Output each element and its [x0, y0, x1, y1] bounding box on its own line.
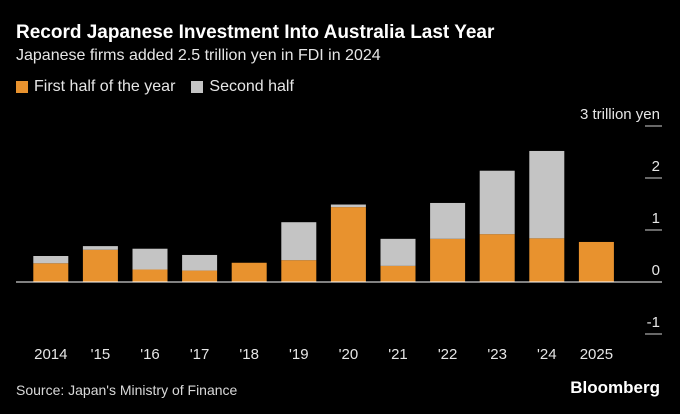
x-tick-label: '22 [438, 346, 458, 363]
x-tick-label: '15 [91, 346, 111, 363]
bar-second-half [82, 246, 118, 250]
bar-first-half [578, 241, 614, 282]
x-tick-label: '24 [537, 346, 557, 363]
chart-title: Record Japanese Investment Into Australi… [16, 22, 495, 43]
chart-subtitle: Japanese firms added 2.5 trillion yen in… [16, 47, 381, 64]
x-tick-label: '19 [289, 346, 309, 363]
bar-first-half [182, 270, 218, 282]
bloomberg-logo: Bloomberg [570, 378, 660, 397]
y-tick-label: 2 [652, 158, 660, 175]
y-tick-label: 3 trillion yen [580, 106, 660, 123]
legend-item-first-half: First half of the year [16, 78, 175, 96]
legend-item-second-half: Second half [191, 78, 294, 96]
legend-swatch-first-half [16, 81, 28, 93]
x-tick-label: '21 [388, 346, 408, 363]
y-tick-label: 0 [652, 262, 660, 279]
x-tick-label: 2014 [34, 346, 67, 363]
x-tick-label: '18 [239, 346, 259, 363]
legend-swatch-second-half [191, 81, 204, 93]
legend-label-first-half: First half of the year [34, 78, 176, 95]
bar-first-half [33, 263, 69, 282]
legend: First half of the year Second half [16, 78, 310, 96]
bar-second-half [33, 256, 69, 264]
x-tick-label: '17 [190, 346, 210, 363]
bar-second-half [330, 204, 366, 208]
bar-first-half [380, 265, 416, 282]
x-tick-label: '16 [140, 346, 160, 363]
bar-first-half [231, 262, 267, 282]
bar-second-half [529, 150, 565, 239]
bar-second-half [132, 248, 168, 270]
source-note: Source: Japan's Ministry of Finance [16, 382, 238, 398]
bar-second-half [380, 238, 416, 266]
bar-second-half [430, 202, 466, 239]
bar-first-half [479, 234, 515, 282]
x-tick-label: '20 [339, 346, 359, 363]
x-tick-label: 2025 [580, 346, 613, 363]
bar-second-half [182, 254, 218, 271]
bar-first-half [82, 249, 118, 282]
bar-first-half [430, 238, 466, 282]
bar-first-half [132, 269, 168, 282]
bar-first-half [330, 207, 366, 282]
bar-second-half [479, 170, 515, 235]
bar-first-half [281, 260, 317, 282]
y-tick-label: 1 [652, 210, 660, 227]
y-tick-label: -1 [647, 314, 660, 331]
legend-label-second-half: Second half [209, 78, 294, 95]
bar-second-half [281, 222, 317, 261]
x-tick-label: '23 [487, 346, 507, 363]
bar-first-half [529, 238, 565, 282]
